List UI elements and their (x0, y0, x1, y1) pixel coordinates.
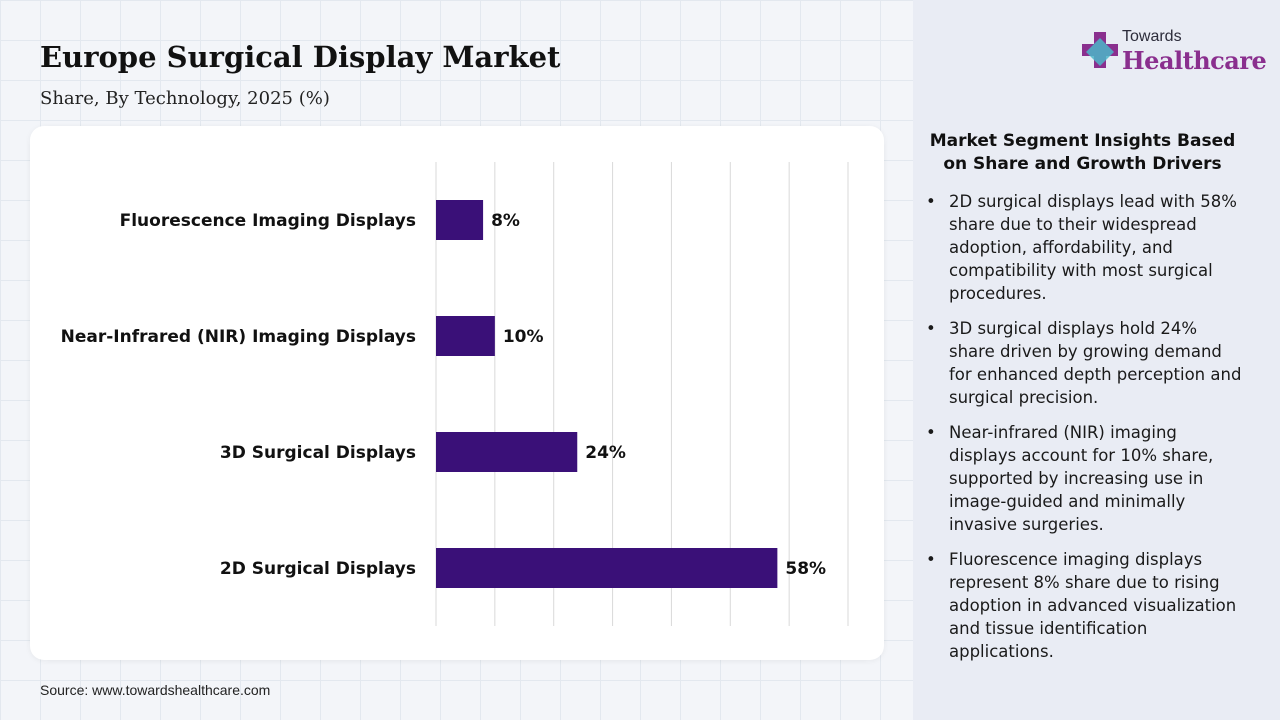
bar (436, 200, 484, 240)
category-label: Fluorescence Imaging Displays (120, 211, 416, 231)
category-label: 2D Surgical Displays (220, 559, 416, 579)
insights-list: 2D surgical displays lead with 58% share… (925, 190, 1243, 675)
page-subtitle: Share, By Technology, 2025 (%) (40, 88, 330, 109)
data-label: 8% (491, 211, 520, 231)
insight-item: 3D surgical displays hold 24% share driv… (925, 317, 1243, 409)
bar (436, 316, 495, 356)
data-label: 24% (585, 443, 626, 463)
insight-item: Fluorescence imaging displays represent … (925, 548, 1243, 663)
data-label: 10% (503, 327, 544, 347)
insights-title: Market Segment Insights Based on Share a… (929, 131, 1236, 174)
page-title: Europe Surgical Display Market (40, 40, 561, 74)
cross-logo-icon (1082, 32, 1118, 68)
insight-item: Near-infrared (NIR) imaging displays acc… (925, 421, 1243, 536)
chart-card: Fluorescence Imaging Displays 8% Near-Infr… (30, 126, 884, 660)
data-label: 58% (785, 559, 826, 579)
category-label: 3D Surgical Displays (220, 443, 416, 463)
bar-chart: Fluorescence Imaging Displays 8% Near-Infr… (61, 162, 849, 626)
brand-line2: Healthcare (1122, 46, 1267, 75)
brand-line1: Towards (1122, 28, 1182, 45)
brand-logo[interactable]: Towards Healthcare (1080, 26, 1267, 78)
category-label: Near-Infrared (NIR) Imaging Displays (61, 327, 416, 347)
source-note: Source: www.towardshealthcare.com (40, 682, 271, 698)
bar (436, 432, 578, 472)
insight-item: 2D surgical displays lead with 58% share… (925, 190, 1243, 305)
bar (436, 548, 778, 588)
